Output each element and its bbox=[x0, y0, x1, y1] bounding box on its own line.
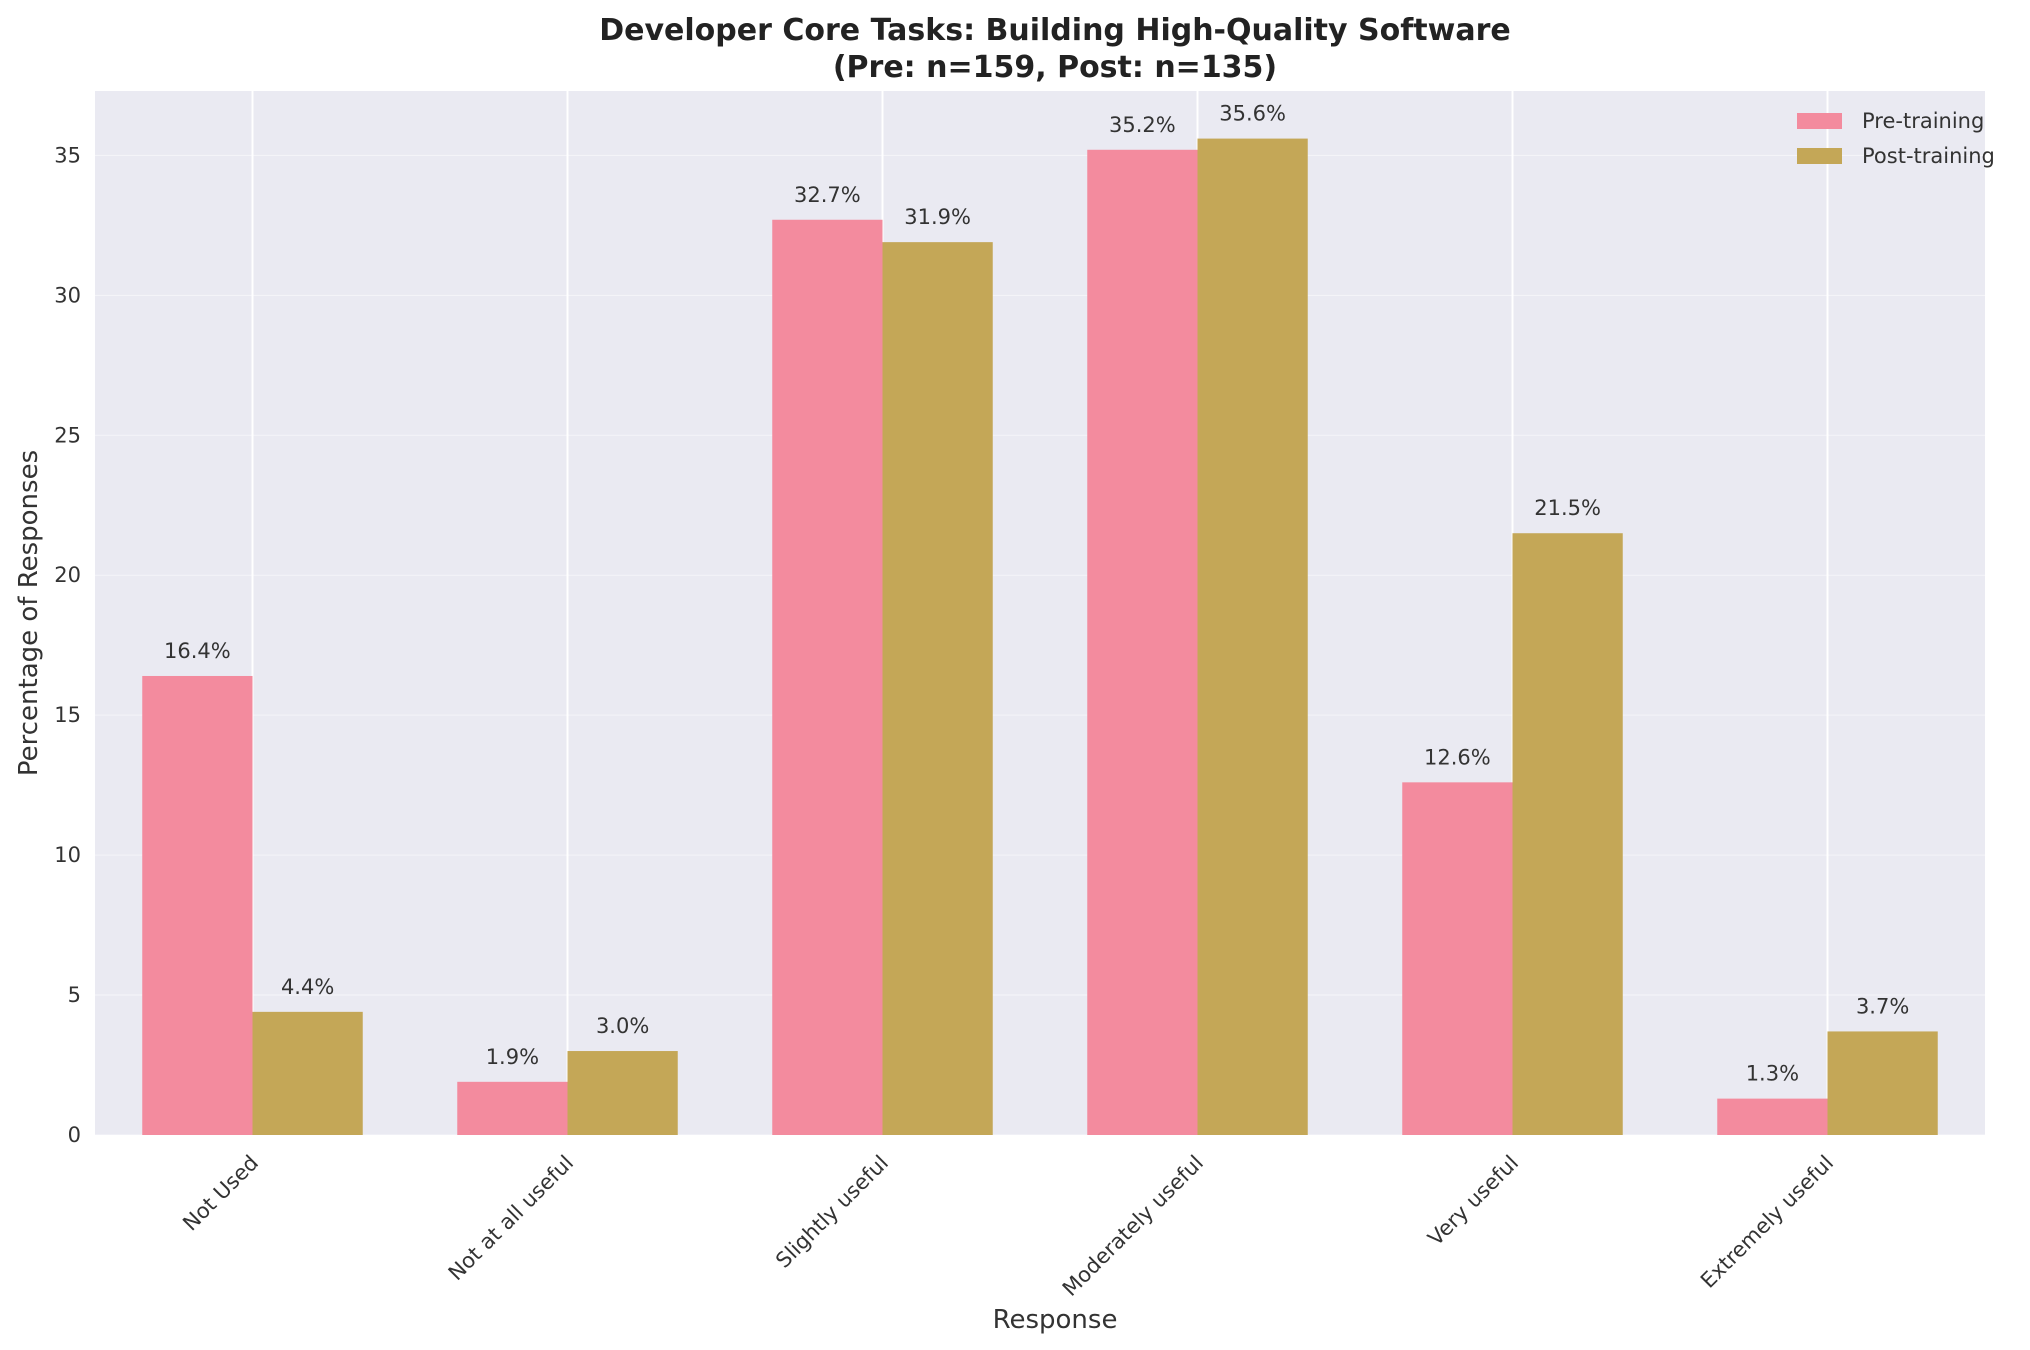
bar-post bbox=[252, 1011, 363, 1135]
bar-post bbox=[1197, 138, 1308, 1135]
legend-label: Post-training bbox=[1862, 144, 1995, 168]
y-tick-label: 25 bbox=[54, 423, 81, 447]
chart-title: Developer Core Tasks: Building High-Qual… bbox=[599, 13, 1510, 48]
y-tick-label: 30 bbox=[54, 283, 81, 307]
bar-post bbox=[567, 1051, 678, 1135]
bar-post bbox=[1512, 533, 1623, 1135]
y-axis-label: Percentage of Responses bbox=[14, 450, 44, 776]
y-tick-label: 5 bbox=[68, 983, 81, 1007]
data-label: 4.4% bbox=[281, 975, 334, 999]
legend-label: Pre-training bbox=[1862, 109, 1984, 133]
data-label: 35.6% bbox=[1219, 102, 1286, 126]
plot-area bbox=[95, 91, 1985, 1135]
bar-post bbox=[882, 242, 993, 1135]
data-labels: 16.4% 1.9% 32.7% 35.2% 12.6% 1.3% 4.4% 3.0% 31.9… bbox=[164, 102, 1909, 1086]
bar-pre bbox=[1717, 1098, 1828, 1135]
bars bbox=[142, 138, 1938, 1136]
bar-pre bbox=[1402, 782, 1513, 1135]
data-label: 12.6% bbox=[1424, 745, 1491, 769]
data-label: 3.0% bbox=[596, 1014, 649, 1038]
y-tick-label: 20 bbox=[54, 563, 81, 587]
legend-swatch bbox=[1797, 148, 1842, 164]
bar-pre bbox=[142, 675, 253, 1135]
data-label: 35.2% bbox=[1109, 113, 1176, 137]
y-tick-label: 0 bbox=[68, 1123, 81, 1147]
y-tick-label: 35 bbox=[54, 143, 81, 167]
data-label: 31.9% bbox=[904, 205, 971, 229]
data-label: 16.4% bbox=[164, 639, 231, 663]
y-axis-ticks: 0 5 10 15 20 25 30 35 bbox=[54, 143, 81, 1147]
y-tick-label: 15 bbox=[54, 703, 81, 727]
chart-subtitle: (Pre: n=159, Post: n=135) bbox=[833, 50, 1277, 85]
data-label: 3.7% bbox=[1856, 994, 1909, 1018]
data-label: 21.5% bbox=[1534, 496, 1601, 520]
bar-pre bbox=[457, 1081, 568, 1135]
data-label: 32.7% bbox=[794, 183, 861, 207]
bar-pre bbox=[1087, 149, 1198, 1136]
x-axis-label: Response bbox=[993, 1305, 1118, 1335]
bar-post bbox=[1827, 1031, 1938, 1135]
legend-swatch bbox=[1797, 113, 1842, 129]
data-label: 1.9% bbox=[486, 1045, 539, 1069]
bar-pre bbox=[772, 219, 883, 1135]
y-tick-label: 10 bbox=[54, 843, 81, 867]
data-label: 1.3% bbox=[1746, 1062, 1799, 1086]
legend: Pre-training Post-training bbox=[1797, 109, 1995, 168]
